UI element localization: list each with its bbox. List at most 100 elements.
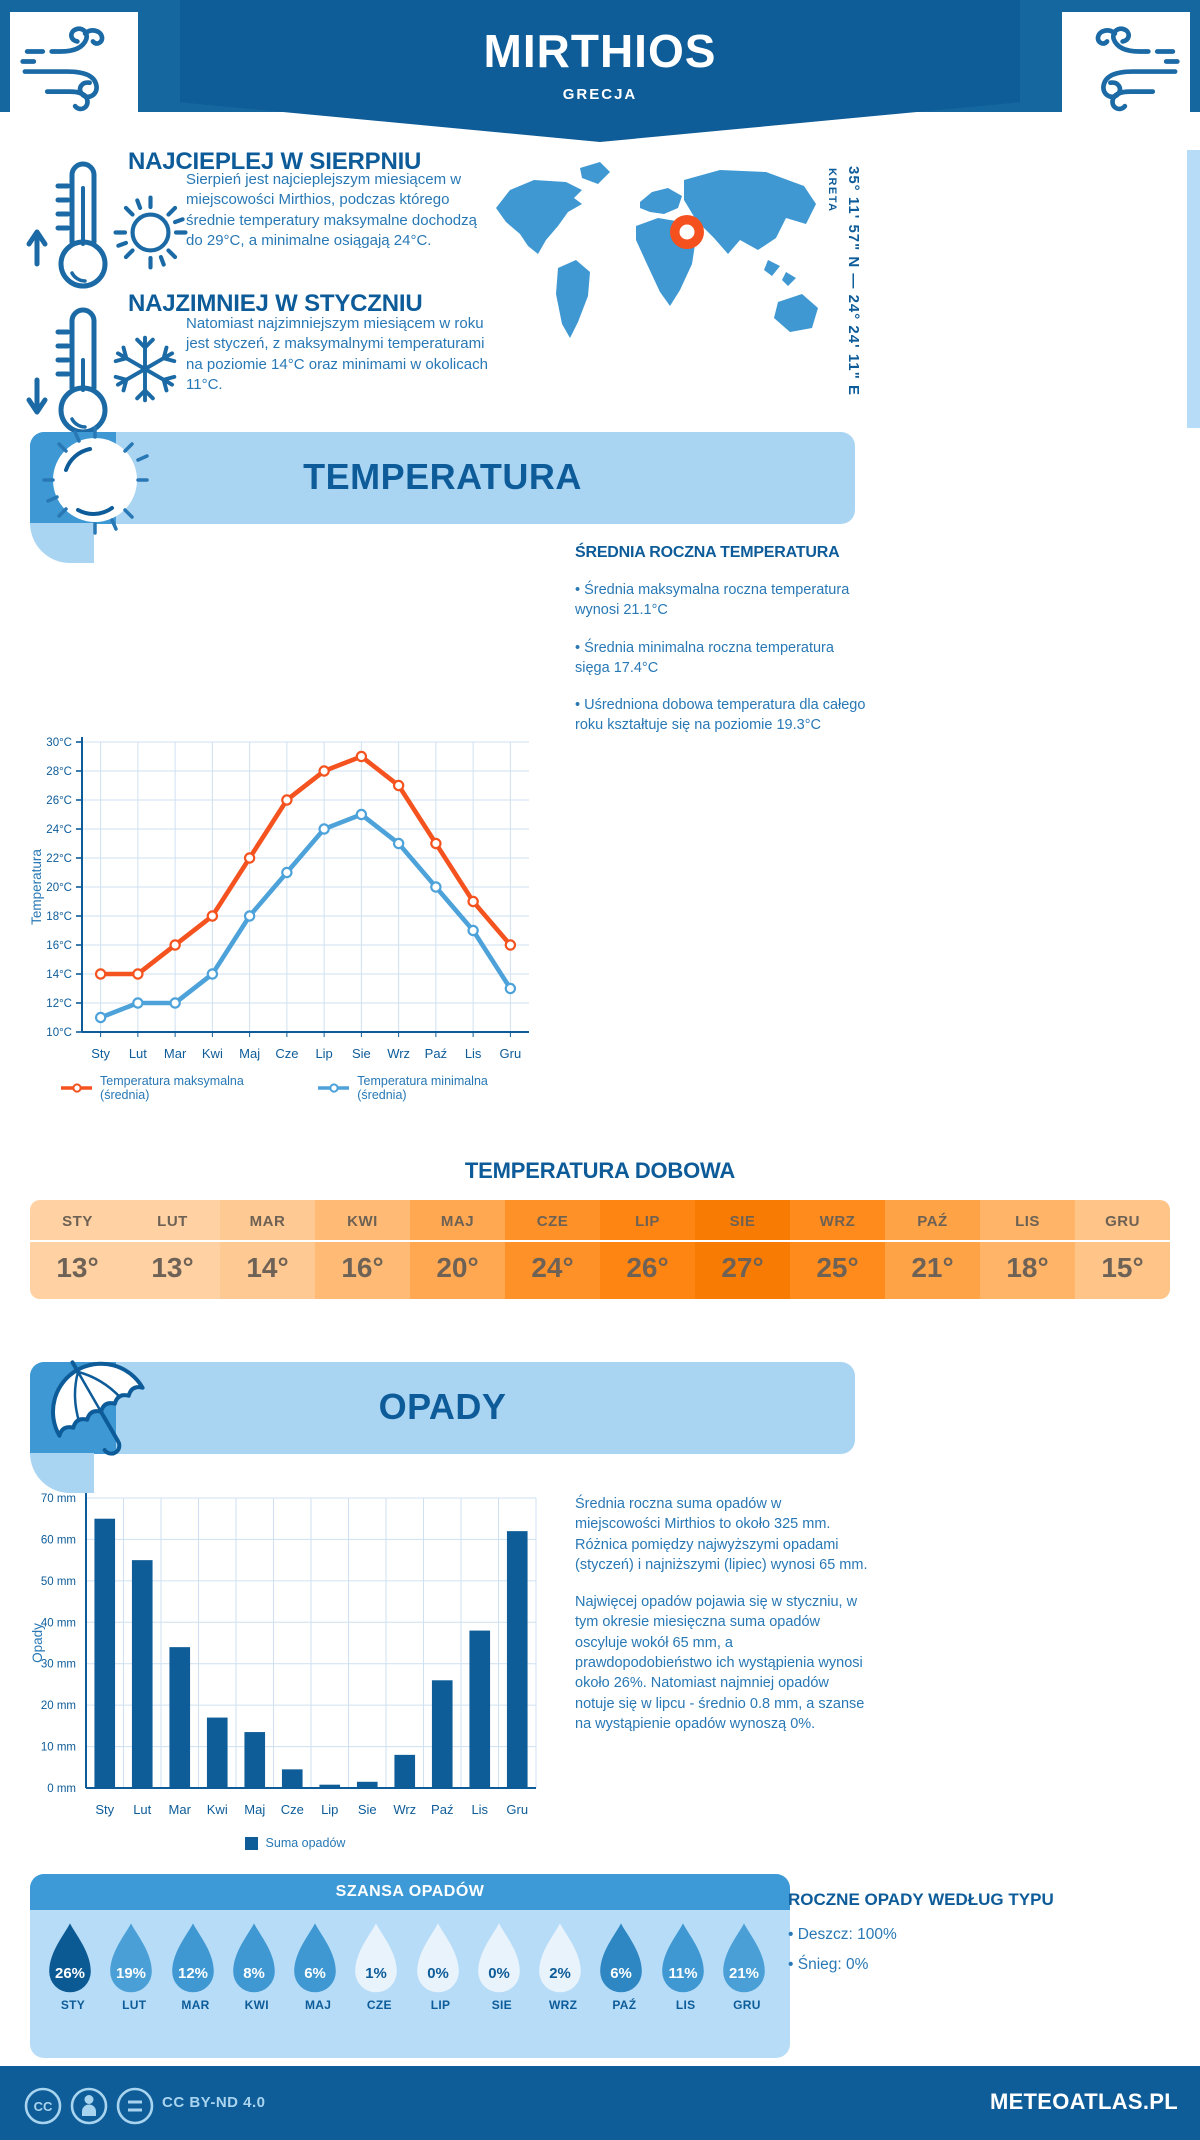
daily-month-label: LIS — [980, 1200, 1075, 1242]
daily-temp-cell: GRU 15° — [1075, 1200, 1170, 1299]
precip-chance-item: 12% MAR — [167, 1922, 225, 2012]
svg-text:Sie: Sie — [352, 1046, 371, 1061]
drop-month-label: MAR — [181, 1998, 210, 2012]
svg-text:CC: CC — [34, 2099, 53, 2114]
precip-chance-item: 19% LUT — [105, 1922, 163, 2012]
thermometer-up-icon — [24, 152, 124, 302]
daily-temp-value: 26° — [626, 1252, 669, 1283]
precipitation-paragraph: Średnia roczna suma opadów w miejscowośc… — [575, 1496, 868, 1573]
svg-text:Opady: Opady — [30, 1623, 45, 1663]
temperature-summary: ŚREDNIA ROCZNA TEMPERATURA • Średnia mak… — [575, 544, 867, 753]
svg-text:Lis: Lis — [471, 1802, 488, 1817]
precip-chance-item: 0% SIE — [473, 1922, 531, 2012]
svg-text:Kwi: Kwi — [202, 1046, 223, 1061]
brand-label: METEOATLAS.PL — [989, 2089, 1178, 2114]
svg-text:20 mm: 20 mm — [41, 1700, 76, 1712]
precip-chance-drops: 26% STY 19% LUT 12% MAR 8% KWI 6% MAJ 1% CZE 0% LIP 0%… — [30, 1910, 790, 2012]
daily-temp-value: 13° — [151, 1252, 194, 1283]
daily-temp-value: 20° — [436, 1252, 479, 1283]
summary-bullet: • Średnia minimalna roczna temperatura s… — [575, 639, 834, 676]
svg-text:30°C: 30°C — [46, 737, 72, 749]
coldest-text: Natomiast najzimniejszym miesiącem w rok… — [186, 315, 488, 393]
svg-text:Wrz: Wrz — [393, 1802, 416, 1817]
daily-month-label: LUT — [125, 1200, 220, 1242]
precipitation-paragraph: Najwięcej opadów pojawia się w styczniu,… — [575, 1594, 865, 1732]
svg-text:Gru: Gru — [500, 1046, 522, 1061]
summary-bullet: • Średnia maksymalna roczna temperatura … — [575, 582, 850, 619]
daily-month-label: MAR — [220, 1200, 315, 1242]
svg-text:Temperatura: Temperatura — [29, 849, 44, 925]
precip-chance-item: 11% LIS — [657, 1922, 715, 2012]
raindrop-icon: 21% — [723, 1923, 765, 1993]
svg-text:Wrz: Wrz — [387, 1046, 410, 1061]
drop-month-label: KWI — [244, 1998, 269, 2012]
raindrop-icon: 26% — [49, 1923, 91, 1993]
daily-temperature-table: STY 13° LUT 13° MAR 14° KWI 16° MAJ 20° CZE 24° LIP 2… — [30, 1200, 1170, 1299]
drop-month-label: CZE — [366, 1998, 392, 2012]
svg-text:Mar: Mar — [164, 1046, 187, 1061]
drop-month-label: LUT — [122, 1998, 147, 2012]
daily-month-label: LIP — [600, 1200, 695, 1242]
svg-text:1%: 1% — [366, 1965, 388, 1982]
svg-text:Sty: Sty — [95, 1802, 114, 1817]
daily-temp-cell: MAR 14° — [220, 1200, 315, 1299]
svg-text:40 mm: 40 mm — [41, 1617, 76, 1629]
svg-text:0%: 0% — [488, 1965, 510, 1982]
svg-text:6%: 6% — [611, 1965, 633, 1982]
svg-text:26°C: 26°C — [46, 795, 72, 807]
precip-chance-item: 6% PAŹ — [595, 1922, 653, 2012]
daily-temp-cell: KWI 16° — [315, 1200, 410, 1299]
raindrop-icon: 2% — [539, 1923, 581, 1993]
precip-chance-item: 6% MAJ — [289, 1922, 347, 2012]
legend-item: Temperatura maksymalna (średnia) — [60, 1074, 285, 1102]
edge-decoration — [1187, 150, 1200, 428]
world-map — [482, 148, 827, 388]
wind-icon — [20, 26, 105, 112]
svg-text:Paź: Paź — [425, 1046, 447, 1061]
warmest-text: Sierpień jest najcieplejszym miesiącem w… — [186, 171, 477, 249]
svg-text:26%: 26% — [55, 1965, 85, 1982]
precip-chance-item: 0% LIP — [412, 1922, 470, 2012]
daily-month-label: KWI — [315, 1200, 410, 1242]
license-label: CC BY-ND 4.0 — [162, 2094, 266, 2111]
daily-month-label: STY — [30, 1200, 125, 1242]
svg-text:19%: 19% — [116, 1965, 146, 1982]
raindrop-icon: 8% — [232, 1923, 275, 1993]
daily-month-label: GRU — [1075, 1200, 1170, 1242]
sun-banner-icon — [42, 426, 152, 536]
daily-temp-value: 21° — [911, 1252, 954, 1283]
temperature-summary-title: ŚREDNIA ROCZNA TEMPERATURA — [575, 544, 840, 561]
wind-icon — [1095, 26, 1180, 112]
daily-temp-value: 18° — [1006, 1252, 1049, 1283]
svg-text:30 mm: 30 mm — [41, 1659, 76, 1671]
svg-text:Sty: Sty — [91, 1046, 110, 1061]
precip-type-rain: • Deszcz: 100% — [788, 1926, 897, 1943]
drop-month-label: GRU — [733, 1998, 761, 2012]
creative-commons-icons: CC — [24, 2087, 154, 2125]
drop-month-label: STY — [60, 1998, 86, 2012]
wind-icon-box-left — [10, 12, 138, 132]
svg-text:24°C: 24°C — [46, 824, 72, 836]
precip-chance-item: 2% WRZ — [534, 1922, 592, 2012]
legend-item: Temperatura minimalna (średnia) — [317, 1074, 530, 1102]
drop-month-label: WRZ — [549, 1998, 578, 2012]
svg-text:Maj: Maj — [239, 1046, 260, 1061]
daily-temp-cell: LIS 18° — [980, 1200, 1075, 1299]
svg-text:Cze: Cze — [281, 1802, 304, 1817]
svg-text:10 mm: 10 mm — [41, 1742, 76, 1754]
svg-text:Sie: Sie — [358, 1802, 377, 1817]
raindrop-icon: 19% — [110, 1923, 153, 1993]
daily-temp-cell: MAJ 20° — [410, 1200, 505, 1299]
summary-bullet: • Uśredniona dobowa temperatura dla całe… — [575, 697, 866, 734]
raindrop-icon: 12% — [171, 1923, 214, 1993]
daily-temp-cell: SIE 27° — [695, 1200, 790, 1299]
precip-type-snow: • Śnieg: 0% — [788, 1956, 869, 1973]
daily-temperature-title: TEMPERATURA DOBOWA — [464, 1158, 736, 1183]
precip-by-type: ROCZNE OPADY WEDŁUG TYPU • Deszcz: 100% … — [788, 1890, 1128, 1986]
daily-temp-cell: LIP 26° — [600, 1200, 695, 1299]
temperature-line-chart: 10°C 12°C 14°C 16°C 18°C 20°C 22°C 24°C 26°C 28°C… — [26, 728, 541, 1080]
svg-text:18°C: 18°C — [46, 911, 72, 923]
svg-text:Cze: Cze — [275, 1046, 298, 1061]
daily-temp-cell: PAŹ 21° — [885, 1200, 980, 1299]
daily-temp-value: 25° — [816, 1252, 859, 1283]
